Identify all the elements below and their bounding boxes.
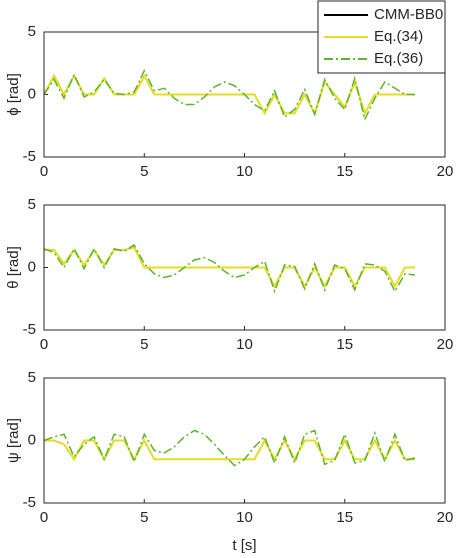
legend-label: CMM-BB0 xyxy=(374,6,443,23)
axes-box xyxy=(43,204,446,331)
series-line xyxy=(44,246,415,289)
y-tick-label: 0 xyxy=(28,258,36,275)
x-tick-label: 15 xyxy=(336,163,353,180)
x-tick-label: 10 xyxy=(236,336,253,353)
y-tick-label: 0 xyxy=(28,431,36,448)
x-tick-label: 0 xyxy=(40,163,48,180)
x-tick-label: 5 xyxy=(140,163,148,180)
x-tick-label: 5 xyxy=(140,336,148,353)
series-line xyxy=(43,429,416,467)
y-tick-label: -5 xyxy=(23,321,36,338)
y-tick-label: -5 xyxy=(23,148,36,165)
x-tick-label: 10 xyxy=(236,509,253,526)
y-axis-label: ϕ [rad] xyxy=(5,73,22,116)
x-tick-label: 15 xyxy=(336,336,353,353)
y-tick-label: -5 xyxy=(23,494,36,511)
y-tick-label: 5 xyxy=(28,369,36,386)
x-tick-label: 5 xyxy=(140,509,148,526)
x-tick-label: 0 xyxy=(40,509,48,526)
y-axis-label: θ [rad] xyxy=(5,246,22,289)
x-tick-label: 20 xyxy=(437,163,454,180)
legend-label: Eq.(36) xyxy=(374,50,423,67)
y-axis-label: ψ [rad] xyxy=(5,418,22,463)
axes-box xyxy=(43,31,446,158)
x-tick-label: 0 xyxy=(40,336,48,353)
y-tick-label: 0 xyxy=(28,85,36,102)
legend-label: Eq.(34) xyxy=(374,28,423,45)
axes-box xyxy=(43,377,446,504)
series-line xyxy=(43,68,415,122)
x-tick-label: 20 xyxy=(437,336,454,353)
x-tick-label: 20 xyxy=(437,509,454,526)
y-tick-label: 5 xyxy=(28,196,36,213)
x-tick-label: 10 xyxy=(236,163,253,180)
y-tick-label: 5 xyxy=(28,23,36,40)
x-tick-label: 15 xyxy=(336,509,353,526)
series-line xyxy=(43,243,415,294)
x-axis-label: t [s] xyxy=(232,537,256,554)
